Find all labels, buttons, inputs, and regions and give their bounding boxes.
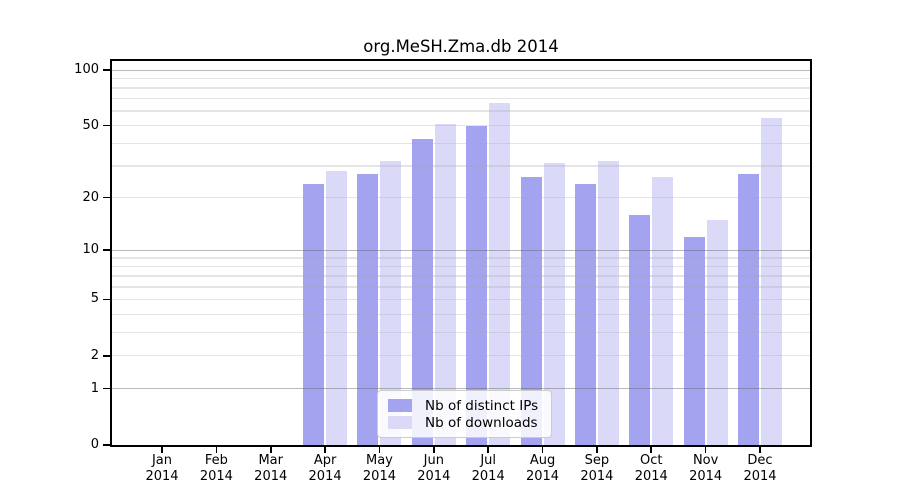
y-tick [103, 196, 110, 199]
y-tick-label: 1 [90, 380, 99, 396]
x-tick [487, 447, 489, 453]
x-tick-label: Jan 2014 [145, 453, 179, 484]
gridline-major [112, 388, 810, 390]
bar-jun-downloads [434, 124, 456, 445]
y-tick-label: 50 [82, 117, 99, 133]
bar-jun-ips [411, 139, 433, 445]
y-tick [103, 124, 110, 127]
chart-title: org.MeSH.Zma.db 2014 [363, 37, 559, 56]
x-tick-label: Aug 2014 [525, 453, 560, 484]
gridline-minor [112, 125, 810, 127]
bar-nov-downloads [706, 219, 728, 445]
x-tick [161, 447, 163, 453]
plot-area: Nb of distinct IPs Nb of downloads [112, 61, 810, 445]
bar-apr-ips [303, 183, 325, 445]
x-tick-label: Nov 2014 [689, 453, 723, 484]
x-tick [433, 447, 435, 453]
bar-aug-downloads [543, 163, 565, 445]
gridline-minor [112, 331, 810, 334]
gridline-minor [112, 275, 810, 277]
x-tick-label: Apr 2014 [308, 453, 342, 484]
x-tick [759, 447, 761, 453]
bar-sep-ips [574, 183, 596, 445]
gridline-minor [112, 87, 810, 89]
x-tick-label: Feb 2014 [199, 453, 233, 484]
gridline-major [112, 69, 810, 71]
y-tick [103, 387, 110, 390]
bar-dec-downloads [761, 118, 782, 445]
x-tick [269, 447, 272, 453]
x-tick [541, 447, 544, 453]
gridline-minor [112, 286, 810, 288]
bar-sep-downloads [597, 160, 619, 445]
y-tick-label: 5 [90, 291, 99, 307]
bar-may-ips [357, 174, 379, 445]
x-tick [324, 447, 326, 453]
bar-jul-downloads [489, 103, 511, 445]
y-tick [103, 69, 110, 71]
gridline-major [112, 249, 810, 251]
x-tick-label: Jun 2014 [417, 453, 451, 484]
bar-oct-ips [629, 214, 651, 445]
gridline-minor [112, 197, 810, 199]
x-tick [378, 447, 381, 453]
legend-swatch-downloads [388, 416, 412, 429]
bar-dec-ips [738, 174, 759, 445]
gridline-minor [112, 265, 810, 268]
gridline-minor [112, 110, 810, 112]
legend: Nb of distinct IPs Nb of downloads [377, 390, 553, 438]
x-tick-label: Oct 2014 [634, 453, 668, 484]
gridline-minor [112, 313, 810, 315]
y-tick [103, 444, 110, 446]
y-tick-label: 20 [82, 189, 99, 205]
y-tick-label: 10 [82, 242, 99, 258]
y-tick [103, 354, 110, 357]
x-tick-label: Sep 2014 [580, 453, 614, 484]
gridline-minor [112, 142, 810, 145]
bar-may-downloads [380, 160, 402, 445]
x-tick [650, 447, 653, 453]
gridline-minor [112, 257, 810, 259]
gridline-minor [112, 165, 810, 167]
gridline-minor [112, 298, 810, 301]
y-tick-label: 2 [90, 347, 99, 363]
bar-apr-downloads [326, 171, 348, 445]
x-tick-label: Jul 2014 [471, 453, 505, 484]
bar-nov-ips [683, 236, 705, 445]
legend-label-downloads: Nb of downloads [425, 414, 538, 431]
legend-item-distinct-ips: Nb of distinct IPs [388, 397, 538, 414]
y-tick-label: 0 [90, 437, 99, 452]
x-tick-label: May 2014 [362, 453, 396, 484]
x-tick [215, 447, 218, 453]
legend-label-distinct-ips: Nb of distinct IPs [425, 397, 539, 414]
bar-jul-ips [466, 125, 488, 445]
y-tick [103, 249, 110, 251]
legend-item-downloads: Nb of downloads [388, 414, 538, 431]
y-tick [103, 298, 110, 301]
x-tick-label: Mar 2014 [254, 453, 288, 484]
x-tick [596, 447, 598, 453]
bar-aug-ips [520, 177, 542, 445]
bar-oct-downloads [652, 177, 674, 445]
legend-swatch-distinct-ips [388, 399, 412, 412]
y-tick-label: 100 [74, 62, 99, 78]
gridline-minor [112, 355, 810, 357]
gridline-minor [112, 98, 810, 100]
x-tick-label: Dec 2014 [743, 453, 777, 484]
gridline-minor [112, 77, 810, 80]
x-tick [704, 447, 707, 453]
